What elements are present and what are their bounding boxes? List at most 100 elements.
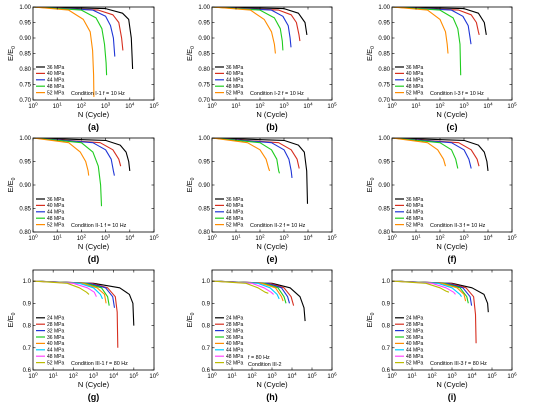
x-tick-label: 101 (53, 234, 63, 243)
legend-label: 44 MPa (226, 78, 243, 84)
x-tick-label: 100 (387, 102, 397, 111)
series-line-48-mpa (392, 7, 462, 76)
x-tick-label: 103 (267, 372, 277, 381)
x-tick-label: 102 (247, 372, 257, 381)
series-line-44-mpa (212, 7, 292, 48)
series-line-28-mpa (33, 280, 119, 348)
y-tick-label: 0.9 (382, 301, 391, 307)
y-tick-label: 0.90 (378, 36, 390, 42)
series-line-44-mpa (212, 138, 293, 178)
legend-label: 36 MPa (47, 65, 64, 71)
x-tick-label: 105 (327, 234, 337, 243)
x-axis-label: N (Cycle) (78, 110, 110, 119)
x-tick-label: 103 (279, 234, 289, 243)
x-tick-label: 106 (149, 372, 159, 381)
x-tick-label: 100 (387, 372, 397, 381)
y-tick-label: 0.80 (19, 230, 31, 236)
condition-note: Condition III-3 f = 80 Hz (430, 361, 487, 367)
condition-note: Condition I-2 f = 10 Hz (250, 91, 304, 97)
y-tick-label: 0.80 (378, 230, 390, 236)
series-line-36-mpa (392, 138, 489, 171)
panel-label: (h) (266, 392, 278, 402)
x-tick-label: 105 (129, 372, 139, 381)
y-tick-label: 0.80 (378, 67, 390, 73)
x-tick-label: 105 (149, 102, 159, 111)
x-tick-label: 105 (307, 372, 317, 381)
chart-panel-d: 100 101 102 103 104 105 0.80 0.85 0.90 0.95 1.00 N … (6, 136, 159, 264)
series-line-48-mpa (33, 138, 103, 207)
x-tick-label: 104 (125, 102, 135, 111)
y-tick-label: 1.00 (198, 136, 210, 142)
series-line-52-mpa (392, 280, 450, 293)
panel-label: (c) (447, 122, 458, 132)
panel-label: (b) (266, 122, 278, 132)
x-tick-label: 106 (327, 372, 337, 381)
x-tick-label: 105 (507, 102, 517, 111)
y-tick-label: 0.90 (378, 183, 390, 189)
y-axis-label: E/E0 (185, 177, 196, 192)
x-tick-label: 103 (101, 102, 111, 111)
series-line-52-mpa (212, 7, 276, 54)
series-group (33, 280, 135, 348)
y-tick-label: 0.85 (19, 52, 31, 58)
legend-label: 44 MPa (47, 78, 64, 84)
x-tick-label: 106 (507, 372, 517, 381)
x-tick-label: 101 (231, 234, 241, 243)
y-tick-label: 1.00 (19, 136, 31, 142)
chart-panel-e: 100 101 102 103 104 105 0.80 0.85 0.90 0.95 1.00 N … (185, 136, 337, 264)
series-line-52-mpa (33, 138, 90, 176)
series-line-44-mpa (33, 7, 116, 57)
series-line-52-mpa (392, 138, 447, 167)
x-tick-label: 100 (207, 102, 217, 111)
y-tick-label: 0.90 (198, 36, 210, 42)
legend-label: 52 MPa (226, 222, 243, 228)
x-tick-label: 102 (435, 234, 445, 243)
x-tick-label: 104 (483, 102, 493, 111)
legend-label: 48 MPa (226, 216, 243, 222)
chart-panel-b: 100 101 102 103 104 105 0.70 0.75 0.80 0.85 0.90 0.… (185, 5, 337, 132)
chart-panel-h: 100 101 102 103 104 105 106 0.6 0.7 0.8 0.9 1.0 N (C… (185, 269, 337, 402)
y-tick-label: 0.70 (198, 98, 210, 104)
x-tick-label: 105 (507, 234, 517, 243)
legend-label: 52 MPa (47, 360, 64, 366)
y-axis-label: E/E0 (6, 312, 17, 327)
legend-label: 52 MPa (226, 360, 243, 366)
series-line-48-mpa (33, 7, 108, 76)
y-tick-label: 0.7 (23, 346, 32, 352)
legend-label: 36 MPa (47, 335, 64, 341)
y-tick-label: 0.90 (19, 36, 31, 42)
legend-label: 36 MPa (226, 65, 243, 71)
y-tick-label: 0.75 (198, 83, 210, 89)
series-line-48-mpa (392, 138, 459, 169)
condition-note: Condition I-3 f = 10 Hz (430, 91, 484, 97)
x-tick-label: 104 (303, 102, 313, 111)
chart-panel-c: 100 101 102 103 104 105 0.70 0.75 0.80 0.85 0.90 0.… (365, 5, 517, 132)
y-tick-label: 0.75 (19, 83, 31, 89)
y-tick-label: 0.95 (19, 21, 31, 27)
condition-note: Condition II-2 f = 10 Hz (250, 223, 306, 229)
chart-panel-g: 100 101 102 103 104 105 106 0.6 0.7 0.8 0.9 1.0 N (C… (6, 269, 159, 402)
y-tick-label: 0.80 (198, 230, 210, 236)
x-tick-label: 105 (327, 102, 337, 111)
x-tick-label: 100 (28, 234, 38, 243)
legend-label: 52 MPa (406, 360, 423, 366)
legend-label: 36 MPa (226, 335, 243, 341)
y-tick-label: 0.9 (202, 301, 211, 307)
legend-label: 40 MPa (47, 203, 64, 209)
legend-label: 40 MPa (406, 341, 423, 347)
y-tick-label: 0.90 (198, 183, 210, 189)
legend-label: 52 MPa (47, 90, 64, 96)
y-tick-label: 0.9 (23, 301, 32, 307)
x-tick-label: 101 (227, 372, 237, 381)
legend-label: 44 MPa (406, 78, 423, 84)
x-tick-label: 103 (101, 234, 111, 243)
y-tick-label: 1.0 (23, 279, 32, 285)
x-tick-label: 103 (459, 234, 469, 243)
legend-label: 52 MPa (47, 222, 64, 228)
x-tick-label: 104 (287, 372, 297, 381)
legend-label: 48 MPa (47, 354, 64, 360)
series-line-36-mpa (33, 7, 134, 70)
panel-label: (g) (88, 392, 100, 402)
legend-label: 40 MPa (47, 71, 64, 77)
